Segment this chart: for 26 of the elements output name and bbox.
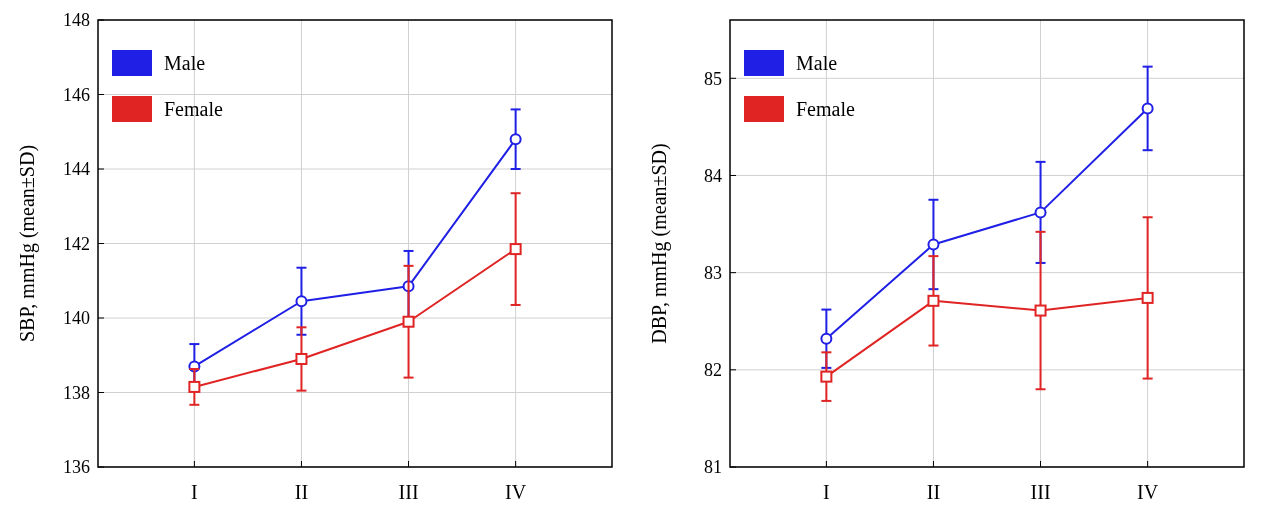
y-tick-label: 82	[704, 360, 722, 381]
legend-label: Female	[164, 98, 223, 120]
y-tick-label: 136	[63, 457, 90, 478]
x-tick-label: III	[1030, 481, 1051, 503]
y-tick-label: 140	[63, 308, 90, 329]
y-tick-label: 83	[704, 262, 722, 283]
y-axis-title: SBP, mmHg (mean±SD)	[16, 144, 39, 343]
y-tick-label: 138	[63, 382, 90, 403]
y-tick-label: 142	[63, 233, 90, 254]
y-axis-title: DBP, mmHg (mean±SD)	[648, 143, 671, 344]
legend-label: Female	[796, 98, 855, 120]
y-tick-label: 144	[63, 159, 90, 180]
y-tick-label: 84	[704, 165, 722, 186]
x-tick-label: I	[823, 481, 830, 503]
x-tick-label: IV	[505, 481, 527, 503]
y-tick-label: 146	[63, 84, 90, 105]
legend-label: Male	[796, 52, 838, 74]
x-tick-label: II	[294, 481, 309, 503]
legend-label: Male	[164, 52, 206, 74]
y-tick-label: 148	[63, 10, 90, 31]
x-tick-label: IV	[1137, 481, 1159, 503]
y-tick-label: 85	[704, 68, 722, 89]
x-tick-label: III	[398, 481, 419, 503]
x-tick-label: II	[926, 481, 941, 503]
y-tick-label: 81	[704, 457, 722, 478]
x-tick-label: I	[191, 481, 198, 503]
